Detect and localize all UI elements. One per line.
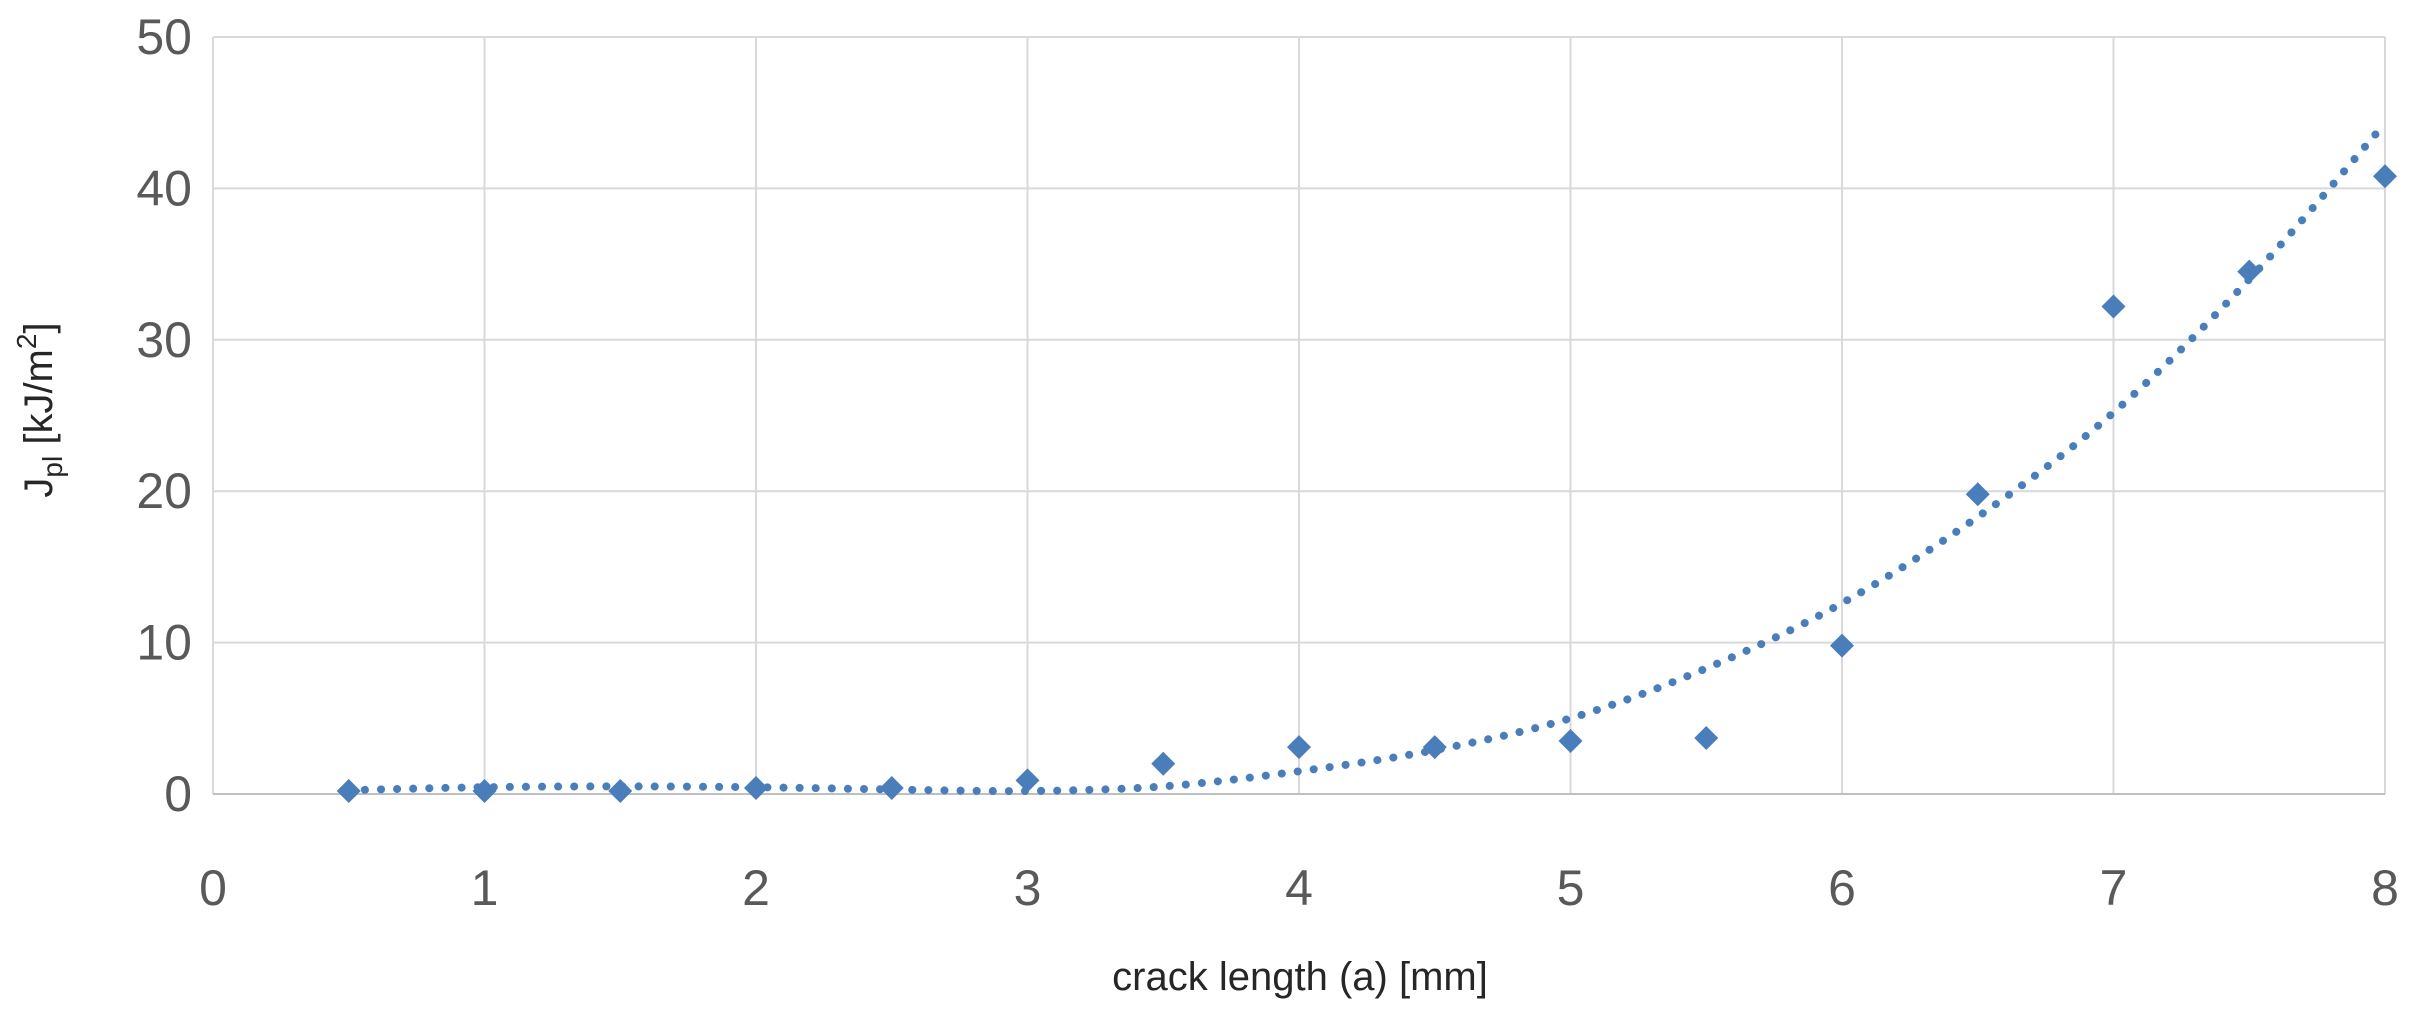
x-tick-label: 3 <box>1014 860 1042 916</box>
data-point <box>1965 482 1990 507</box>
y-tick-label: 10 <box>136 615 192 671</box>
x-tick-label: 8 <box>2371 860 2399 916</box>
y-tick-label: 50 <box>136 9 192 65</box>
data-point <box>336 778 361 803</box>
x-tick-label: 6 <box>1828 860 1856 916</box>
data-point <box>2373 164 2397 189</box>
y-tick-label: 30 <box>136 312 192 368</box>
y-axis-title-superscript: 2 <box>11 334 42 350</box>
data-point <box>1830 633 1854 658</box>
x-tick-label: 1 <box>471 860 499 916</box>
data-point <box>1558 729 1583 754</box>
data-point <box>2237 259 2262 284</box>
y-tick-labels: 0 10 20 30 40 50 <box>136 9 192 822</box>
data-point <box>1422 735 1447 760</box>
y-tick-label: 40 <box>136 160 192 216</box>
x-tick-label: 2 <box>742 860 770 916</box>
x-axis-title: crack length (a) [mm] <box>1112 955 1488 999</box>
data-point <box>608 778 633 803</box>
y-axis-title-main: J <box>17 478 61 498</box>
data-point <box>1151 751 1176 776</box>
y-tick-label: 20 <box>136 463 192 519</box>
data-point <box>1015 768 1040 793</box>
data-point <box>1694 725 1719 750</box>
data-markers <box>336 164 2397 803</box>
x-tick-label: 7 <box>2100 860 2128 916</box>
y-axis-title-unit: [kJ/m <box>17 349 61 456</box>
grid-lines <box>212 36 2386 795</box>
x-tick-labels: 0 1 2 3 4 5 6 7 8 <box>199 860 2399 916</box>
y-axis-title-subscript: pl <box>37 456 68 478</box>
data-point <box>472 778 497 803</box>
x-tick-label: 5 <box>1557 860 1585 916</box>
data-point <box>1287 735 1311 760</box>
y-axis-title-unit-end: ] <box>17 322 61 333</box>
trendline-group <box>344 119 2389 796</box>
data-point <box>879 775 904 800</box>
y-tick-label: 0 <box>164 766 192 822</box>
y-axis-title: Jpl [kJ/m2] <box>11 322 68 497</box>
x-tick-label: 4 <box>1285 860 1313 916</box>
data-point <box>744 775 768 800</box>
data-point <box>2101 294 2126 319</box>
trendline <box>344 119 2389 796</box>
x-tick-label: 0 <box>199 860 227 916</box>
